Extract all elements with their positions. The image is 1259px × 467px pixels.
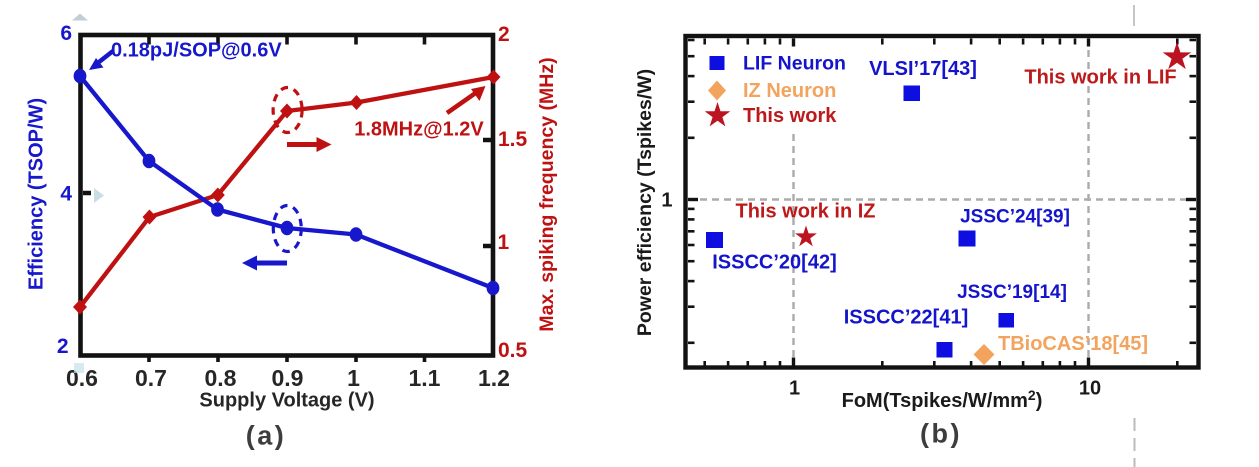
- svg-text:IZ Neuron: IZ Neuron: [743, 80, 836, 102]
- svg-text:Efficiency (TSOP/W): Efficiency (TSOP/W): [26, 98, 48, 290]
- svg-text:LIF Neuron: LIF Neuron: [743, 53, 846, 75]
- svg-text:This work in LIF: This work in LIF: [1024, 67, 1176, 89]
- svg-text:VLSI’17[43]: VLSI’17[43]: [869, 58, 977, 80]
- svg-text:1: 1: [661, 190, 672, 212]
- svg-text:TBioCAS’18[45]: TBioCAS’18[45]: [998, 333, 1148, 355]
- svg-text:10: 10: [1079, 378, 1101, 400]
- svg-text:0.18pJ/SOP@0.6V: 0.18pJ/SOP@0.6V: [111, 40, 282, 62]
- svg-text:ISSCC’22[41]: ISSCC’22[41]: [844, 307, 969, 329]
- svg-text:FoM(Tspikes/W/mm2): FoM(Tspikes/W/mm2): [842, 387, 1043, 412]
- svg-text:1: 1: [347, 365, 360, 391]
- svg-text:1.5: 1.5: [498, 128, 528, 151]
- svg-text:1.8MHz@1.2V: 1.8MHz@1.2V: [354, 119, 484, 141]
- svg-text:4: 4: [60, 183, 72, 206]
- svg-text:1: 1: [498, 231, 510, 254]
- svg-text:(a): (a): [246, 421, 287, 451]
- svg-text:This work in IZ: This work in IZ: [735, 201, 875, 223]
- svg-text:2: 2: [57, 335, 69, 358]
- svg-text:0.5: 0.5: [498, 339, 528, 362]
- svg-text:0.8: 0.8: [205, 365, 237, 391]
- svg-text:0.7: 0.7: [135, 365, 167, 391]
- svg-text:Supply Voltage (V): Supply Voltage (V): [199, 390, 374, 412]
- svg-text:1.2: 1.2: [478, 365, 510, 391]
- svg-text:(b): (b): [920, 419, 962, 449]
- svg-text:1.1: 1.1: [409, 365, 441, 391]
- svg-text:JSSC’24[39]: JSSC’24[39]: [960, 207, 1070, 228]
- svg-text:6: 6: [60, 22, 72, 45]
- svg-text:ISSCC’20[42]: ISSCC’20[42]: [712, 252, 837, 274]
- svg-text:Max. spiking frequency (MHz): Max. spiking frequency (MHz): [536, 57, 558, 331]
- svg-text:2: 2: [498, 23, 510, 46]
- svg-text:Power efficiency (Tspikes/W): Power efficiency (Tspikes/W): [634, 69, 656, 336]
- svg-text:1: 1: [789, 378, 800, 400]
- svg-text:0.9: 0.9: [272, 365, 304, 391]
- svg-text:JSSC’19[14]: JSSC’19[14]: [957, 282, 1067, 303]
- svg-text:This work: This work: [743, 105, 837, 127]
